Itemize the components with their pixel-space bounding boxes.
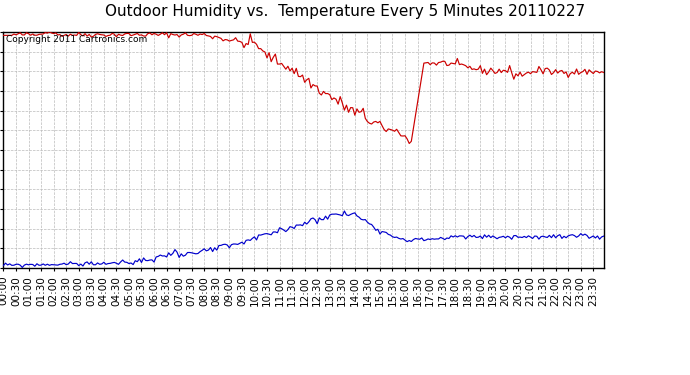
Text: Outdoor Humidity vs.  Temperature Every 5 Minutes 20110227: Outdoor Humidity vs. Temperature Every 5…	[105, 4, 585, 19]
Text: Copyright 2011 Cartronics.com: Copyright 2011 Cartronics.com	[6, 35, 148, 44]
